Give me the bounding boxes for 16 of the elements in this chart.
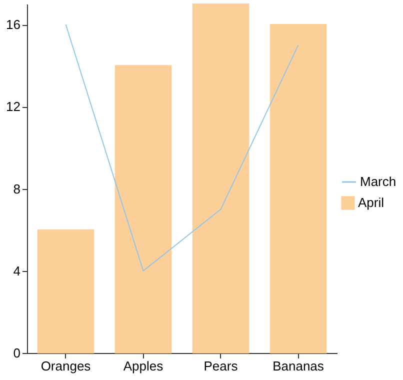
legend-label: April xyxy=(358,195,384,210)
y-tick-label: 16 xyxy=(6,17,20,32)
bar xyxy=(192,4,250,354)
legend-label: March xyxy=(360,174,396,189)
x-tick-label: Bananas xyxy=(272,358,324,374)
x-tick-label: Oranges xyxy=(40,358,92,374)
bar xyxy=(270,24,327,354)
y-tick-label: 8 xyxy=(13,181,20,196)
y-tick-label: 0 xyxy=(13,346,20,360)
bar xyxy=(114,65,172,354)
x-tick-label: Pears xyxy=(204,358,238,374)
y-tick-label: 4 xyxy=(13,263,20,278)
line-series xyxy=(65,24,299,272)
x-tick-label: Apples xyxy=(123,358,164,374)
y-tick-label: 12 xyxy=(6,99,20,114)
bar xyxy=(37,229,94,354)
